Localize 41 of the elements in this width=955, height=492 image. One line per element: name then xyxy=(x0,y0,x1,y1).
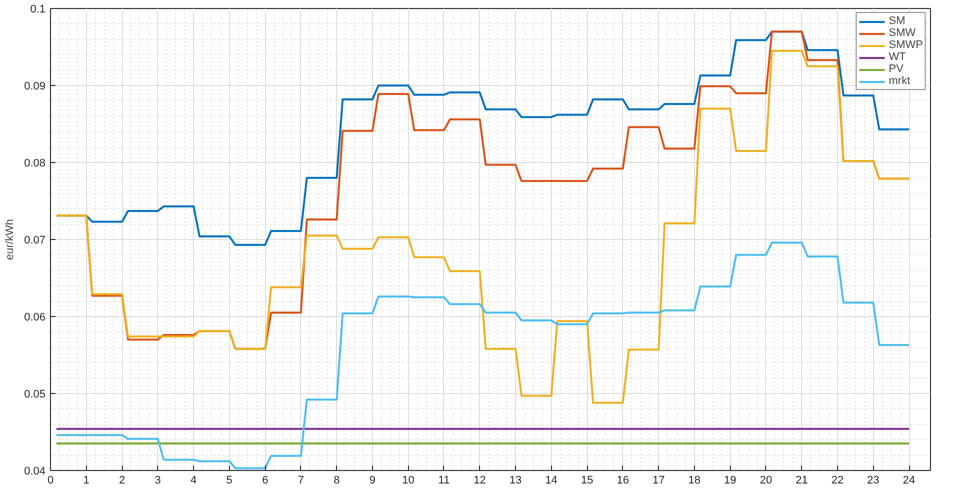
y-tick-label: 0.06 xyxy=(24,312,46,324)
x-tick-label: 22 xyxy=(831,474,844,486)
x-tick-label: 12 xyxy=(474,474,486,486)
x-tick-label: 5 xyxy=(226,474,232,486)
x-tick-label: 24 xyxy=(902,474,916,486)
x-tick-label: 16 xyxy=(616,474,629,486)
legend-label: SMWP xyxy=(888,39,923,51)
x-tick-label: 8 xyxy=(334,474,340,486)
legend-label: PV xyxy=(888,63,904,75)
y-tick-label: 0.09 xyxy=(24,80,46,92)
x-tick-label: 18 xyxy=(688,474,701,486)
x-tick-label: 11 xyxy=(438,474,450,486)
legend-label: SM xyxy=(888,15,906,27)
line-series xyxy=(55,242,910,470)
line-series xyxy=(55,50,910,404)
y-tick-label: 0.07 xyxy=(24,234,46,246)
y-tick-label: 0.08 xyxy=(24,158,46,170)
x-tick-label: 6 xyxy=(262,474,268,486)
x-tick-label: 19 xyxy=(724,474,736,486)
legend-label: WT xyxy=(888,51,907,63)
x-tick-label: 15 xyxy=(580,474,594,486)
x-tick-label: 10 xyxy=(402,474,414,486)
x-tick-label: 1 xyxy=(83,474,90,486)
x-tick-label: 7 xyxy=(298,474,304,486)
x-tick-label: 4 xyxy=(190,474,197,486)
x-tick-label: 9 xyxy=(369,474,376,486)
legend-label: SMW xyxy=(888,27,916,39)
x-tick-label: 21 xyxy=(796,474,808,486)
x-tick-label: 23 xyxy=(867,474,880,486)
x-tick-label: 17 xyxy=(652,474,665,486)
y-tick-label: 0.1 xyxy=(30,4,46,16)
legend-label: mrkt xyxy=(888,75,910,87)
y-tick-label: 0.05 xyxy=(24,388,46,400)
x-tick-label: 2 xyxy=(118,474,126,486)
x-tick-label: 3 xyxy=(154,474,161,486)
y-tick-label: 0.04 xyxy=(24,466,46,478)
x-tick-label: 0 xyxy=(47,474,54,486)
x-tick-label: 20 xyxy=(760,474,772,486)
x-tick-label: 14 xyxy=(545,474,558,486)
y-axis-title: eur/kWh xyxy=(4,219,16,260)
x-tick-label: 13 xyxy=(509,474,522,486)
